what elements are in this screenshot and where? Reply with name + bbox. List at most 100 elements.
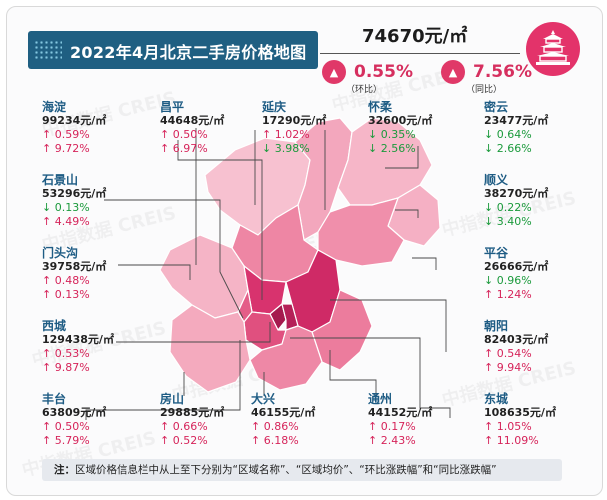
district-mentougou: 门头沟 39758元/㎡ ↑ 0.48% ↑ 0.13%	[42, 246, 106, 302]
up-triangle-icon: ▲	[441, 60, 465, 84]
district-name: 丰台	[42, 392, 67, 406]
city-average-price: 74670元/㎡	[362, 26, 468, 47]
district-mom: ↑ 0.66%	[160, 420, 208, 433]
district-mom: ↓ 0.35%	[368, 128, 416, 141]
district-yoy: ↑ 1.24%	[484, 288, 532, 301]
dot-pattern-icon	[34, 40, 62, 60]
district-daxing: 大兴 46155元/㎡ ↑ 0.86% ↑ 6.18%	[251, 392, 315, 448]
district-fengtai: 丰台 63809元/㎡ ↑ 0.50% ↑ 5.79%	[42, 392, 106, 448]
district-dongcheng: 东城 108635元/㎡ ↑ 1.05% ↑ 11.09%	[484, 392, 556, 448]
district-chaoyang: 朝阳 82403元/㎡ ↑ 0.54% ↑ 9.94%	[484, 319, 548, 375]
district-yoy: ↓ 3.40%	[484, 215, 532, 228]
district-price: 82403元/㎡	[484, 333, 549, 346]
district-price: 26666元/㎡	[484, 260, 549, 273]
district-name: 朝阳	[484, 319, 509, 333]
yoy-change-label: （同比）	[466, 85, 503, 95]
district-mom: ↓ 0.13%	[42, 201, 90, 214]
district-haidian: 海淀 99234元/㎡ ↑ 0.59% ↑ 9.72%	[42, 100, 106, 156]
district-name: 顺义	[484, 173, 509, 187]
district-yanqing: 延庆 17290元/㎡ ↑ 1.02% ↓ 3.98%	[262, 100, 326, 156]
district-xicheng: 西城 129438元/㎡ ↑ 0.53% ↑ 9.87%	[42, 319, 114, 375]
map-region-fangshan	[169, 304, 251, 393]
district-yoy: ↑ 9.72%	[42, 142, 90, 155]
district-price: 44648元/㎡	[160, 114, 225, 127]
district-yoy: ↑ 4.49%	[42, 215, 90, 228]
mom-change-label: （环比）	[346, 85, 383, 95]
map-region-daxing	[249, 325, 323, 391]
district-yoy: ↑ 11.09%	[484, 434, 539, 447]
district-price: 38270元/㎡	[484, 187, 549, 200]
district-price: 53296元/㎡	[42, 187, 107, 200]
district-yoy: ↑ 0.52%	[160, 434, 208, 447]
district-shunyi: 顺义 38270元/㎡ ↓ 0.22% ↓ 3.40%	[484, 173, 548, 229]
district-name: 密云	[484, 100, 509, 114]
district-name: 海淀	[42, 100, 67, 114]
district-price: 99234元/㎡	[42, 114, 107, 127]
district-mom: ↑ 0.17%	[368, 420, 416, 433]
footnote: 注：区域价格信息栏中从上至下分别为“区域名称”、“区域均价”、“环比涨跌幅”和“…	[42, 459, 562, 481]
district-yoy: ↑ 9.87%	[42, 361, 90, 374]
district-yoy: ↑ 6.97%	[160, 142, 208, 155]
yoy-change-value: 7.56%	[473, 62, 532, 82]
district-name: 门头沟	[42, 246, 79, 260]
district-yoy: ↓ 2.66%	[484, 142, 532, 155]
district-mom: ↑ 1.02%	[262, 128, 310, 141]
district-mom: ↑ 0.50%	[160, 128, 208, 141]
district-mom: ↑ 0.86%	[251, 420, 299, 433]
district-yoy: ↑ 6.18%	[251, 434, 299, 447]
district-price: 108635元/㎡	[484, 406, 556, 419]
district-miyun: 密云 23477元/㎡ ↓ 0.64% ↓ 2.66%	[484, 100, 548, 156]
district-mom: ↓ 0.96%	[484, 274, 532, 287]
footnote-prefix: 注：	[54, 464, 75, 476]
district-yoy: ↑ 2.43%	[368, 434, 416, 447]
header-divider	[320, 53, 520, 54]
district-tongzhou: 通州 44152元/㎡ ↑ 0.17% ↑ 2.43%	[368, 392, 432, 448]
district-mom: ↓ 0.22%	[484, 201, 532, 214]
leader-lines	[85, 128, 451, 420]
district-price: 29885元/㎡	[160, 406, 225, 419]
up-triangle-icon: ▲	[322, 60, 346, 84]
district-price: 129438元/㎡	[42, 333, 114, 346]
district-mom: ↑ 0.50%	[42, 420, 90, 433]
district-name: 怀柔	[368, 100, 393, 114]
district-mom: ↑ 0.48%	[42, 274, 90, 287]
district-price: 63809元/㎡	[42, 406, 107, 419]
map-region-shunyi	[317, 197, 405, 267]
district-price: 32600元/㎡	[368, 114, 433, 127]
district-name: 房山	[160, 392, 185, 406]
district-price: 46155元/㎡	[251, 406, 316, 419]
title-banner: 2022年4月北京二手房价格地图	[28, 31, 318, 69]
district-mom: ↑ 1.05%	[484, 420, 532, 433]
district-yoy: ↑ 5.79%	[42, 434, 90, 447]
yoy-change: ▲ 7.56%	[441, 60, 532, 84]
district-price: 44152元/㎡	[368, 406, 433, 419]
district-name: 东城	[484, 392, 509, 406]
mom-change-value: 0.55%	[354, 62, 413, 82]
district-yoy: ↑ 9.94%	[484, 361, 532, 374]
district-mom: ↑ 0.54%	[484, 347, 532, 360]
page-title: 2022年4月北京二手房价格地图	[70, 43, 307, 62]
district-mom: ↑ 0.59%	[42, 128, 90, 141]
district-name: 西城	[42, 319, 67, 333]
district-mom: ↑ 0.53%	[42, 347, 90, 360]
district-price: 17290元/㎡	[262, 114, 327, 127]
district-yoy: ↓ 2.56%	[368, 142, 416, 155]
district-name: 大兴	[251, 392, 276, 406]
district-mom: ↓ 0.64%	[484, 128, 532, 141]
district-name: 平谷	[484, 246, 509, 260]
district-yoy: ↓ 3.98%	[262, 142, 310, 155]
district-fangshan: 房山 29885元/㎡ ↑ 0.66% ↑ 0.52%	[160, 392, 224, 448]
district-changping: 昌平 44648元/㎡ ↑ 0.50% ↑ 6.97%	[160, 100, 224, 156]
district-price: 39758元/㎡	[42, 260, 107, 273]
district-name: 通州	[368, 392, 393, 406]
footnote-text: 区域价格信息栏中从上至下分别为“区域名称”、“区域均价”、“环比涨跌幅”和“同比…	[75, 464, 497, 476]
district-name: 昌平	[160, 100, 185, 114]
mom-change: ▲ 0.55%	[322, 60, 413, 84]
district-huairou: 怀柔 32600元/㎡ ↓ 0.35% ↓ 2.56%	[368, 100, 432, 156]
district-pinggu: 平谷 26666元/㎡ ↓ 0.96% ↑ 1.24%	[484, 246, 548, 302]
district-name: 石景山	[42, 173, 79, 187]
district-name: 延庆	[262, 100, 287, 114]
district-price: 23477元/㎡	[484, 114, 549, 127]
district-yoy: ↑ 0.13%	[42, 288, 90, 301]
